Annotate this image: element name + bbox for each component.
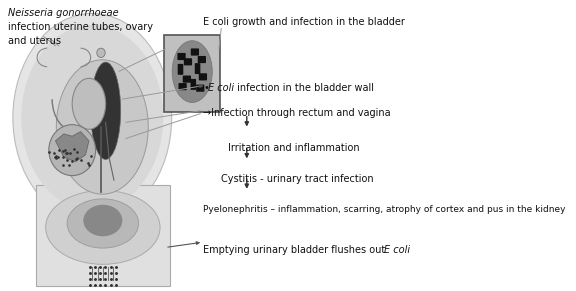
FancyBboxPatch shape [191,79,196,90]
FancyBboxPatch shape [184,58,192,65]
Text: •: • [204,83,213,93]
Text: Irritation and inflammation: Irritation and inflammation [228,143,360,152]
Text: Cystitis - urinary tract infection: Cystitis - urinary tract infection [221,175,374,184]
Text: infection uterine tubes, ovary: infection uterine tubes, ovary [7,22,153,32]
FancyBboxPatch shape [183,76,191,83]
Ellipse shape [67,199,139,248]
FancyBboxPatch shape [198,56,206,63]
FancyBboxPatch shape [191,48,199,56]
FancyBboxPatch shape [164,35,221,112]
Text: and uterus: and uterus [7,36,60,46]
FancyBboxPatch shape [179,83,187,90]
FancyBboxPatch shape [36,184,170,286]
FancyBboxPatch shape [196,85,204,92]
Ellipse shape [84,205,122,236]
Text: E coli: E coli [384,245,410,255]
Text: E coli growth and infection in the bladder: E coli growth and infection in the bladd… [203,17,404,26]
FancyBboxPatch shape [199,73,207,80]
Ellipse shape [21,25,164,210]
Ellipse shape [97,48,105,57]
Text: Emptying urinary bladder flushes out: Emptying urinary bladder flushes out [203,245,388,255]
Ellipse shape [72,78,105,129]
Text: E coli: E coli [209,83,234,93]
FancyBboxPatch shape [177,64,183,75]
FancyBboxPatch shape [177,53,185,60]
Polygon shape [55,132,89,162]
Ellipse shape [90,62,121,159]
Ellipse shape [46,191,160,264]
Text: infection in the bladder wall: infection in the bladder wall [234,83,374,93]
Ellipse shape [13,13,172,222]
Ellipse shape [172,41,212,102]
FancyBboxPatch shape [195,63,200,74]
Text: →Infection through rectum and vagina: →Infection through rectum and vagina [203,108,391,118]
Text: Neisseria gonorrhoeae: Neisseria gonorrhoeae [7,8,118,18]
Ellipse shape [56,60,148,194]
Ellipse shape [49,125,96,176]
Text: Pyelonephritis – inflammation, scarring, atrophy of cortex and pus in the kidney: Pyelonephritis – inflammation, scarring,… [203,205,565,214]
